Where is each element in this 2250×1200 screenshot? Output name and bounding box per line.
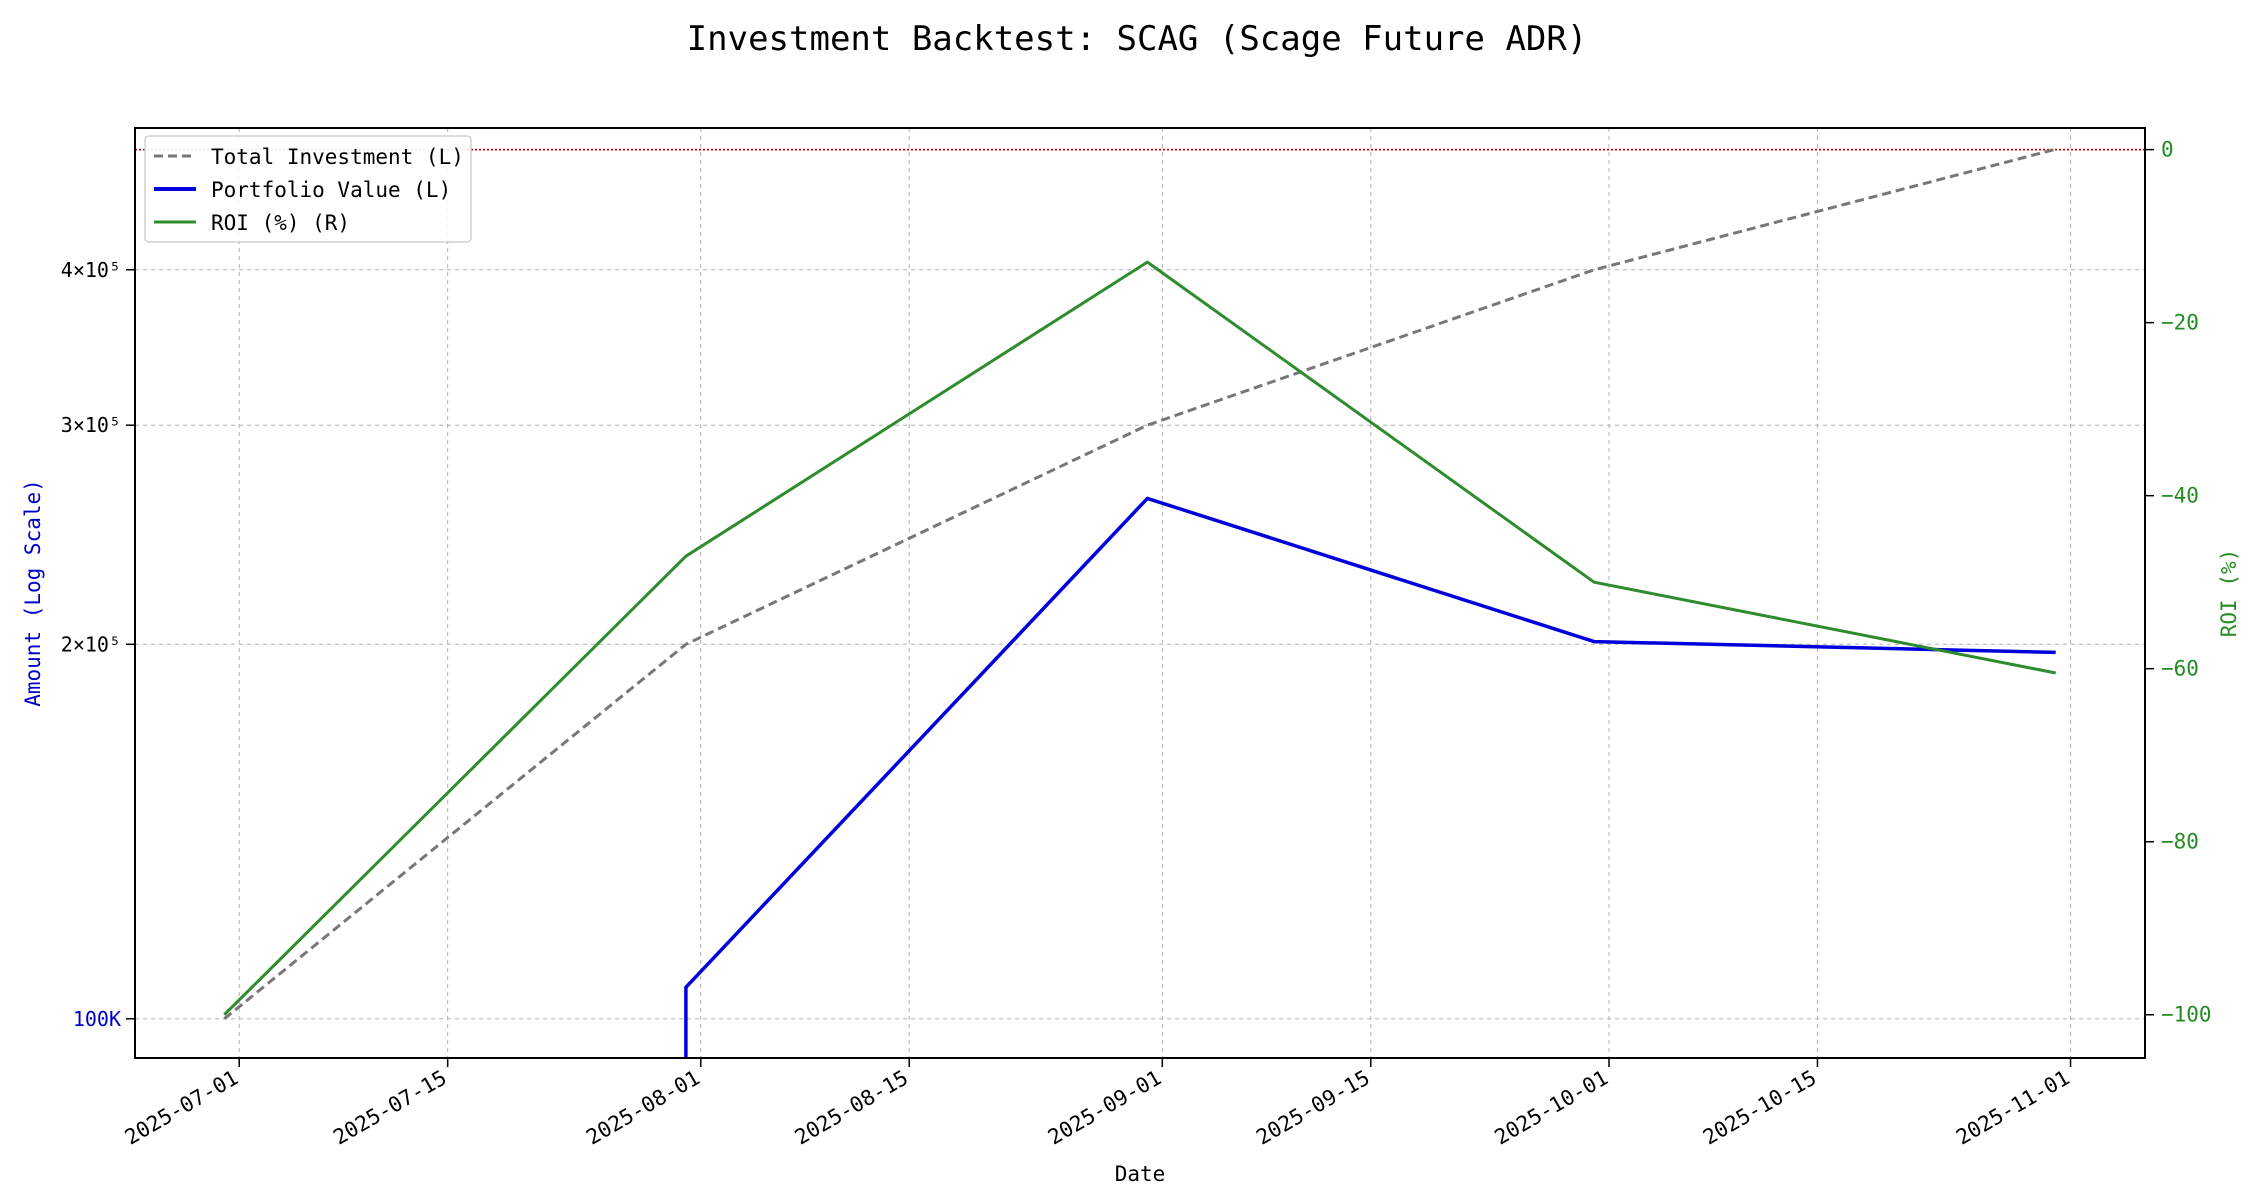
x-tick-label: 2025-10-15 (1699, 1066, 1820, 1150)
roi-line (223, 260, 2056, 1016)
x-tick-label: 2025-09-15 (1252, 1066, 1373, 1150)
x-tick-label: 2025-07-15 (329, 1066, 450, 1150)
left-tick-label: 3×10⁵ (61, 413, 121, 437)
x-tick-label: 2025-10-01 (1491, 1066, 1612, 1150)
x-tick-layer: 2025-07-01 2025-07-15 2025-08-01 2025-08-15… (121, 1058, 2074, 1150)
total-investment-line (223, 147, 2057, 1020)
left-tick-label: 2×10⁵ (61, 632, 121, 656)
x-tick-label: 2025-07-01 (121, 1066, 242, 1150)
right-tick-label: 0 (2161, 138, 2174, 162)
legend-label-portfolio-value: Portfolio Value (L) (211, 178, 451, 202)
chart-title: Investment Backtest: SCAG (Scage Future … (687, 19, 1588, 59)
right-tick-label: −60 (2161, 657, 2199, 681)
legend-box (144, 135, 472, 243)
left-axis-label: Amount (Log Scale) (21, 479, 45, 707)
right-tick-label: −20 (2161, 311, 2199, 335)
right-tick-layer: 0 −20 −40 −60 −80 −100 (2145, 138, 2212, 1027)
right-tick-label: −80 (2161, 830, 2199, 854)
x-tick-label: 2025-09-01 (1044, 1066, 1165, 1150)
x-tick-label: 2025-08-15 (791, 1066, 912, 1150)
right-tick-label: −100 (2161, 1003, 2212, 1027)
portfolio-value-line (684, 496, 2056, 1058)
left-tick-label: 100K (73, 1007, 121, 1031)
legend-label-roi: ROI (%) (R) (211, 211, 350, 235)
x-tick-label: 2025-11-01 (1952, 1066, 2073, 1150)
legend: Total Investment (L) Portfolio Value (L)… (144, 135, 472, 243)
grid-layer (135, 128, 2145, 1058)
left-tick-label: 4×10⁵ (61, 258, 121, 282)
right-tick-label: −40 (2161, 484, 2199, 508)
left-tick-layer: 100K 2×10⁵ 3×10⁵ 4×10⁵ (61, 258, 135, 1031)
x-axis-label: Date (1115, 1162, 1166, 1186)
series-layer (223, 147, 2057, 1058)
legend-label-total-investment: Total Investment (L) (211, 145, 464, 169)
right-axis-label: ROI (%) (2217, 549, 2241, 638)
plot-frame (134, 127, 2146, 1059)
x-tick-label: 2025-08-01 (582, 1066, 703, 1150)
